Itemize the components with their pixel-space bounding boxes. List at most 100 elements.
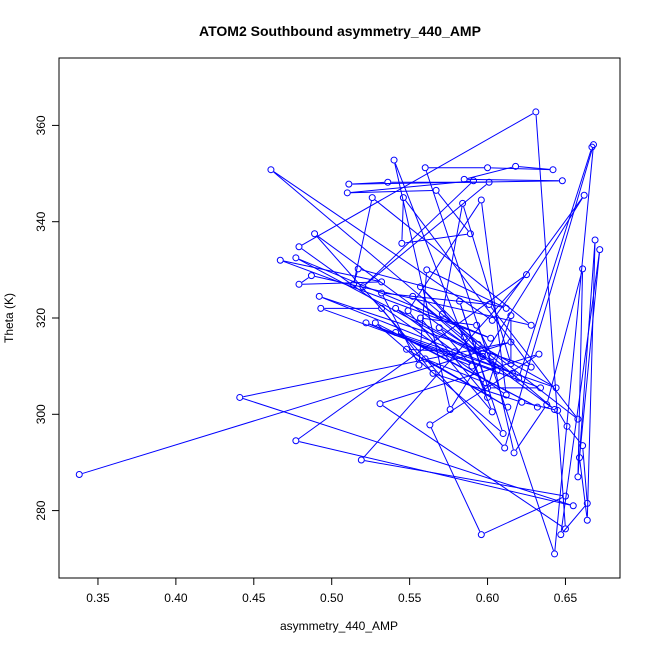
series-segment	[429, 270, 504, 308]
data-point	[591, 236, 599, 244]
series-segment	[298, 258, 488, 338]
series-segment	[535, 115, 566, 526]
series-segment	[350, 180, 471, 193]
series-segment	[422, 288, 477, 343]
data-point	[588, 143, 596, 151]
data-point	[533, 403, 541, 411]
data-point	[417, 283, 425, 291]
series-segment	[377, 324, 501, 432]
data-point	[417, 314, 425, 322]
series-segment	[243, 342, 508, 398]
y-tick-label: 300	[34, 404, 48, 424]
data-point	[378, 278, 386, 286]
series-segment	[298, 259, 510, 373]
data-point	[295, 243, 303, 251]
data-point	[484, 393, 492, 401]
data-point	[579, 442, 587, 450]
data-point	[502, 391, 510, 399]
y-tick-label: 280	[34, 500, 48, 520]
data-point	[345, 180, 353, 188]
data-point	[376, 400, 384, 408]
series-segment	[354, 272, 358, 282]
series-segment	[525, 402, 555, 411]
series-segment	[488, 318, 511, 385]
data-point	[403, 345, 411, 353]
series-segment	[301, 277, 309, 283]
series-segment	[398, 333, 553, 388]
series-segment	[442, 206, 463, 311]
series-segment	[491, 167, 550, 171]
data-point	[510, 449, 518, 457]
data-point	[557, 531, 565, 539]
data-point	[535, 350, 543, 358]
data-point	[315, 292, 323, 300]
x-axis-label: asymmetry_440_AMP	[280, 619, 398, 633]
data-point	[474, 340, 482, 348]
series-segment	[415, 298, 481, 355]
data-point	[292, 254, 300, 262]
x-tick-label: 0.50	[320, 591, 344, 605]
series-segment	[554, 148, 594, 551]
data-point	[551, 550, 559, 558]
data-point	[543, 401, 551, 409]
data-point	[392, 304, 400, 312]
data-point	[466, 230, 474, 238]
data-point	[537, 384, 545, 392]
series-segment	[547, 272, 583, 402]
series-segment	[464, 340, 487, 395]
series-segment	[352, 181, 385, 185]
series-segment	[441, 329, 517, 377]
data-point	[518, 398, 526, 406]
x-tick-label: 0.60	[476, 591, 500, 605]
series-segment	[283, 260, 379, 282]
series-segment	[582, 449, 588, 500]
data-point	[392, 328, 400, 336]
y-axis-label: Theta (K)	[2, 293, 16, 343]
data-point	[415, 361, 423, 369]
data-point	[575, 454, 583, 462]
data-point	[307, 272, 315, 280]
data-point	[561, 525, 569, 533]
data-point	[236, 393, 244, 401]
series-segment	[505, 147, 594, 445]
series-segment	[467, 166, 513, 179]
series-segment	[484, 497, 563, 534]
series-segment	[430, 427, 481, 532]
series-segment	[361, 269, 503, 308]
data-point	[508, 369, 516, 377]
data-point	[460, 175, 468, 183]
data-point	[423, 266, 431, 274]
series-segment	[398, 310, 453, 351]
series-segment	[436, 373, 519, 402]
data-point	[574, 415, 582, 423]
data-point	[399, 194, 407, 202]
data-point	[485, 301, 493, 309]
series-segment	[519, 150, 592, 375]
series-segment	[365, 182, 472, 285]
data-point	[468, 362, 476, 370]
x-tick-label: 0.45	[242, 591, 266, 605]
series-segment	[418, 273, 427, 362]
x-tick-label: 0.65	[554, 591, 578, 605]
data-point	[527, 321, 535, 329]
series-segment	[463, 206, 511, 361]
data-point	[507, 312, 515, 320]
data-point	[451, 348, 459, 356]
data-point	[378, 289, 386, 297]
data-point	[384, 178, 392, 186]
data-point	[421, 355, 429, 363]
data-point	[409, 292, 417, 300]
series-segment	[385, 292, 486, 305]
series-segment	[477, 328, 492, 354]
series-segment	[481, 345, 554, 387]
series-segment	[365, 184, 487, 285]
series-segment	[401, 201, 404, 240]
data-point	[583, 516, 591, 524]
data-point	[426, 421, 434, 429]
series-segment	[423, 317, 474, 326]
data-point	[507, 360, 515, 368]
data-point	[371, 319, 379, 327]
data-point	[421, 164, 429, 172]
y-axis: 280 300 320 340 360	[34, 115, 59, 521]
